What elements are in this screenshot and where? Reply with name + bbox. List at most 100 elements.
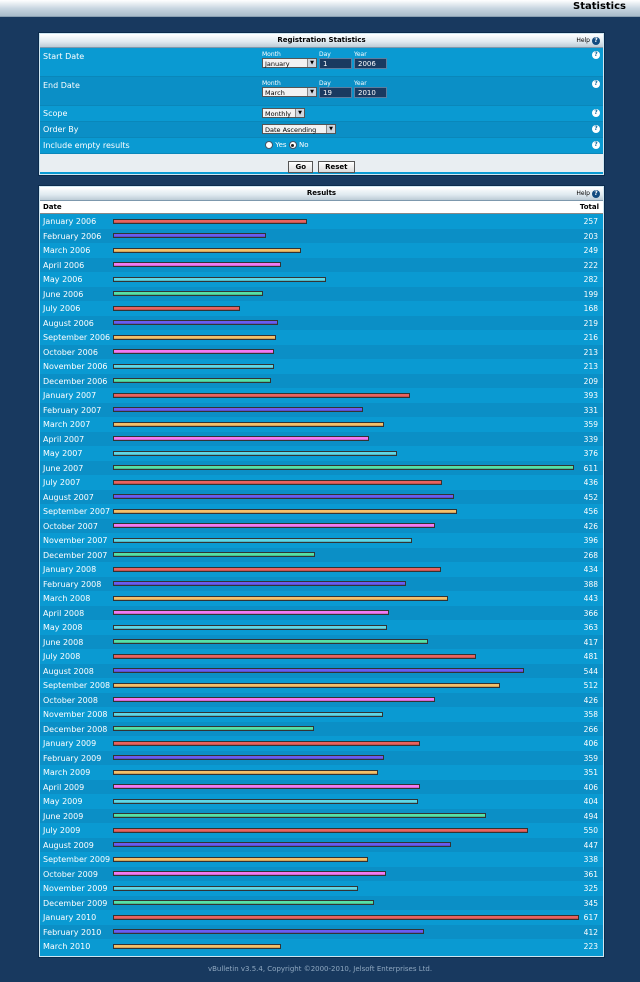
bar-29 (113, 639, 428, 644)
include-empty-no-radio[interactable] (288, 141, 297, 149)
bar-17 (113, 465, 575, 470)
row-date-label: December 2008 (43, 724, 108, 734)
help-icon[interactable]: ? (592, 125, 600, 133)
row-total-value: 216 (583, 333, 598, 342)
table-row: July 2007 436 (40, 475, 603, 490)
row-date-label: June 2007 (43, 463, 84, 473)
bar-13 (113, 407, 363, 412)
table-row: February 2006 203 (40, 228, 603, 243)
bar-21 (113, 523, 435, 528)
bar-32 (113, 682, 500, 688)
table-row: December 2007 268 (40, 547, 603, 562)
row-date-label: February 2007 (43, 405, 102, 415)
year-caption: Year (354, 80, 367, 87)
bar-35 (113, 726, 314, 731)
scope-label: Scope (43, 109, 68, 118)
row-date-label: April 2007 (43, 434, 85, 444)
end-year-input[interactable]: 2010 (354, 87, 387, 98)
help-link[interactable]: Help ? (576, 34, 600, 47)
include-empty-yes-radio[interactable] (265, 141, 273, 149)
row-total-value: 617 (583, 913, 598, 922)
bar-31 (113, 668, 524, 673)
table-row: December 2009 345 (40, 895, 603, 910)
help-icon: ? (592, 189, 600, 198)
row-date-label: June 2008 (43, 637, 84, 647)
scope-row: Scope Monthly ▼ ? (40, 106, 603, 122)
bar-20 (113, 508, 458, 514)
row-total-value: 512 (583, 681, 598, 690)
row-date-label: April 2009 (43, 782, 85, 792)
row-total-value: 359 (583, 420, 598, 429)
row-total-value: 443 (583, 594, 598, 603)
bar-49 (113, 929, 425, 934)
go-button[interactable]: Go (288, 161, 314, 173)
row-total-value: 550 (583, 826, 598, 835)
row-date-label: May 2006 (43, 275, 83, 284)
help-icon[interactable]: ? (592, 141, 600, 149)
row-total-value: 363 (583, 623, 598, 632)
help-icon[interactable]: ? (592, 51, 600, 59)
bar-14 (113, 421, 385, 427)
row-total-value: 406 (583, 782, 598, 792)
start-year-input[interactable]: 2006 (354, 58, 387, 69)
month-caption: Month (262, 80, 281, 87)
end-day-input[interactable]: 19 (319, 87, 352, 98)
row-total-value: 331 (583, 405, 598, 415)
start-month-select[interactable]: January ▼ (262, 58, 317, 68)
bar-22 (113, 537, 413, 543)
help-link[interactable]: Help ? (576, 187, 600, 200)
table-row: October 2009 361 (40, 866, 603, 881)
row-date-label: March 2006 (43, 246, 91, 255)
row-date-label: June 2009 (43, 811, 84, 821)
table-row: April 2006 222 (40, 257, 603, 272)
bar-11 (113, 378, 271, 383)
row-date-label: April 2006 (43, 260, 85, 270)
row-total-value: 282 (583, 275, 598, 284)
row-total-value: 359 (583, 753, 598, 763)
row-total-value: 436 (583, 478, 598, 487)
bar-47 (113, 900, 374, 905)
row-date-label: January 2006 (43, 217, 97, 226)
chevron-down-icon: ▼ (307, 88, 316, 96)
table-row: August 2008 544 (40, 663, 603, 678)
day-caption: Day (319, 51, 331, 58)
bar-33 (113, 697, 435, 702)
row-date-label: March 2007 (43, 420, 91, 429)
table-row: June 2009 494 (40, 808, 603, 823)
bar-24 (113, 566, 441, 572)
help-icon[interactable]: ? (592, 80, 600, 88)
row-date-label: July 2007 (43, 478, 81, 487)
row-total-value: 345 (583, 898, 598, 908)
help-icon[interactable]: ? (592, 109, 600, 117)
row-total-value: 481 (583, 652, 598, 661)
row-date-label: February 2008 (43, 579, 102, 589)
table-row: February 2007 331 (40, 402, 603, 417)
table-row: November 2007 396 (40, 533, 603, 548)
row-total-value: 396 (583, 536, 598, 545)
row-date-label: August 2006 (43, 318, 94, 328)
start-day-input[interactable]: 1 (319, 58, 352, 69)
bar-44 (113, 856, 369, 862)
bar-3 (113, 262, 281, 267)
bar-15 (113, 436, 370, 441)
row-total-value: 358 (583, 710, 598, 719)
table-row: August 2009 447 (40, 837, 603, 852)
start-date-label: Start Date (43, 52, 85, 61)
bar-23 (113, 552, 316, 557)
bar-25 (113, 581, 407, 586)
table-row: February 2010 412 (40, 924, 603, 939)
end-date-row: End Date Month March ▼ Day 19 Year 2010 … (40, 77, 603, 106)
reset-button[interactable]: Reset (318, 161, 355, 173)
row-date-label: June 2006 (43, 289, 84, 299)
row-date-label: October 2006 (43, 347, 98, 357)
scope-select[interactable]: Monthly ▼ (262, 108, 305, 118)
bar-34 (113, 711, 384, 717)
results-column-header: Date Total (40, 201, 603, 214)
end-month-select[interactable]: March ▼ (262, 87, 317, 97)
row-date-label: September 2008 (43, 681, 111, 690)
date-column-header: Date (43, 203, 62, 211)
order-by-select[interactable]: Date Ascending ▼ (262, 124, 336, 134)
row-date-label: February 2010 (43, 927, 102, 937)
table-row: September 2006 216 (40, 330, 603, 345)
year-caption: Year (354, 51, 367, 58)
